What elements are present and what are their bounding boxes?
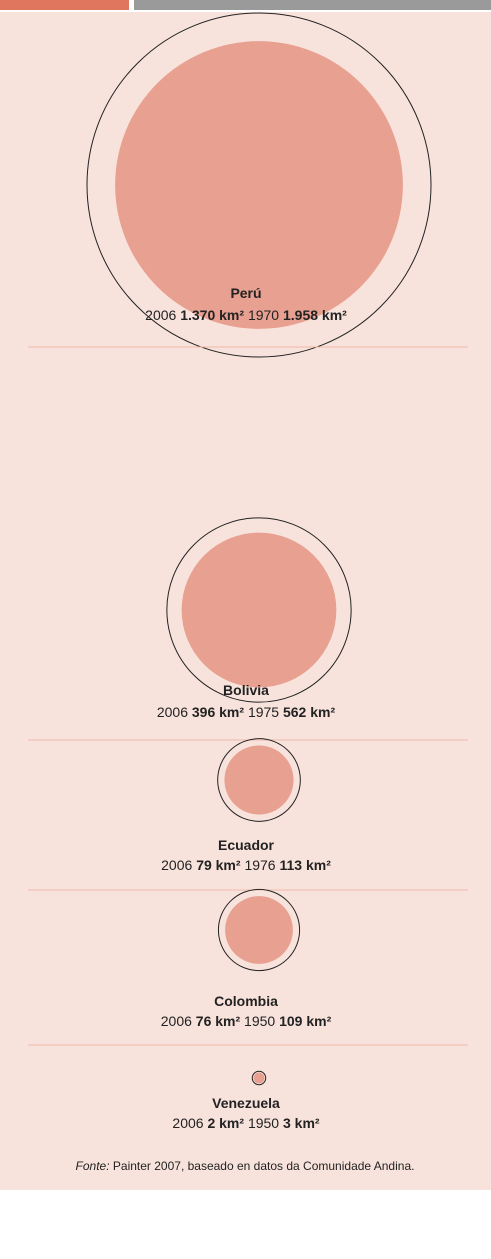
now-label: 396 km² [192, 704, 244, 720]
then-label: 113 km² [279, 857, 331, 873]
year-now: 2006 [157, 704, 188, 720]
header-bar [134, 0, 491, 10]
accent-bar [0, 0, 129, 10]
past-area [86, 12, 432, 358]
year-now: 2006 [161, 857, 192, 873]
current-area [224, 745, 294, 815]
source-text: Painter 2007, baseado en datos da Comuni… [113, 1159, 415, 1173]
area-line: 2006 1.370 km² 1970 1.958 km² [145, 307, 347, 323]
year-then: 1975 [248, 704, 279, 720]
area-line: 2006 2 km² 1950 3 km² [172, 1115, 319, 1131]
year-then: 1970 [248, 307, 279, 323]
current-area [115, 41, 403, 329]
then-label: 109 km² [279, 1013, 331, 1029]
past-area [217, 888, 301, 972]
past-area [166, 517, 352, 703]
current-area [225, 896, 293, 964]
year-then: 1976 [244, 857, 275, 873]
country-name: Colombia [214, 993, 278, 1009]
country-name: Perú [230, 285, 261, 301]
current-area [253, 1072, 265, 1084]
year-then: 1950 [244, 1013, 275, 1029]
current-area [181, 532, 337, 688]
area-line: 2006 396 km² 1975 562 km² [157, 704, 336, 720]
then-label: 562 km² [283, 704, 335, 720]
year-then: 1950 [248, 1115, 279, 1131]
now-label: 76 km² [196, 1013, 241, 1029]
now-label: 2 km² [207, 1115, 244, 1131]
past-area [217, 738, 301, 822]
now-label: 1.370 km² [180, 307, 244, 323]
country-name: Ecuador [218, 837, 275, 853]
year-now: 2006 [145, 307, 176, 323]
past-area [251, 1070, 267, 1086]
country-name: Venezuela [212, 1095, 280, 1111]
now-label: 79 km² [196, 857, 241, 873]
area-line: 2006 76 km² 1950 109 km² [161, 1013, 332, 1029]
year-now: 2006 [172, 1115, 203, 1131]
then-label: 1.958 km² [283, 307, 347, 323]
source-prefix: Fonte: [76, 1159, 110, 1173]
year-now: 2006 [161, 1013, 192, 1029]
then-label: 3 km² [283, 1115, 320, 1131]
area-line: 2006 79 km² 1976 113 km² [161, 857, 331, 873]
country-name: Bolivia [223, 682, 269, 698]
source: Fonte: Painter 2007, baseado en datos da… [76, 1159, 415, 1173]
